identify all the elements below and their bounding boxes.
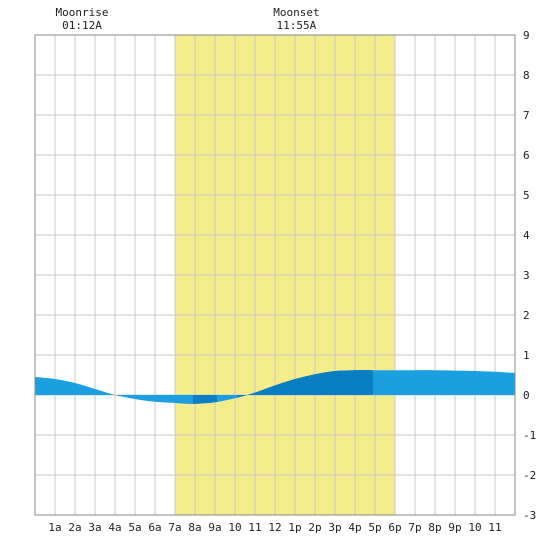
y-tick-label: 0 [523,389,530,402]
annotation-label: Moonrise [56,6,109,19]
y-tick-label: -1 [523,429,536,442]
x-tick-label: 11 [488,521,501,534]
x-tick-label: 5p [368,521,381,534]
x-tick-label: 4p [348,521,361,534]
x-tick-label: 10 [468,521,481,534]
y-tick-label: 6 [523,149,530,162]
y-tick-label: 1 [523,349,530,362]
x-tick-label: 2p [308,521,321,534]
y-tick-label: -2 [523,469,536,482]
y-tick-label: 5 [523,189,530,202]
x-tick-label: 6a [148,521,161,534]
annotation-time: 01:12A [62,19,102,32]
x-tick-label: 4a [108,521,121,534]
x-tick-label: 7p [408,521,421,534]
y-tick-label: 9 [523,29,530,42]
x-tick-label: 8p [428,521,441,534]
x-tick-label: 1p [288,521,301,534]
x-tick-label: 11 [248,521,261,534]
x-tick-label: 9p [448,521,461,534]
annotation-time: 11:55A [277,19,317,32]
x-tick-label: 10 [228,521,241,534]
annotation-label: Moonset [273,6,319,19]
x-tick-label: 3p [328,521,341,534]
x-tick-label: 3a [88,521,101,534]
x-tick-label: 12 [268,521,281,534]
x-tick-label: 6p [388,521,401,534]
y-tick-label: 4 [523,229,530,242]
y-tick-label: 3 [523,269,530,282]
y-tick-label: 8 [523,69,530,82]
y-tick-label: -3 [523,509,536,522]
y-tick-label: 2 [523,309,530,322]
x-tick-label: 7a [168,521,181,534]
plot-frame [34,34,516,516]
x-tick-label: 2a [68,521,81,534]
x-tick-label: 8a [188,521,201,534]
x-tick-label: 5a [128,521,141,534]
x-tick-label: 1a [48,521,61,534]
y-tick-label: 7 [523,109,530,122]
x-tick-label: 9a [208,521,221,534]
